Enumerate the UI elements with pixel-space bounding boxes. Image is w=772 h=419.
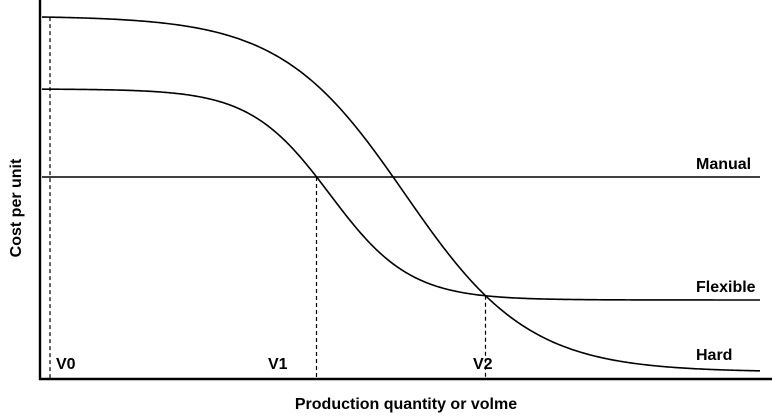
- series-label-flexible: Flexible: [696, 279, 756, 296]
- marker-label-v0: V0: [56, 356, 76, 373]
- y-axis-label: Cost per unit: [8, 158, 25, 257]
- series-label-manual: Manual: [696, 156, 751, 173]
- marker-label-v1: V1: [268, 356, 288, 373]
- series-label-hard: Hard: [696, 347, 732, 364]
- x-axis-label: Production quantity or volme: [295, 396, 517, 413]
- series-line-flexible: [41, 88, 760, 301]
- marker-label-v2: V2: [473, 356, 493, 373]
- series-line-hard: [41, 16, 761, 372]
